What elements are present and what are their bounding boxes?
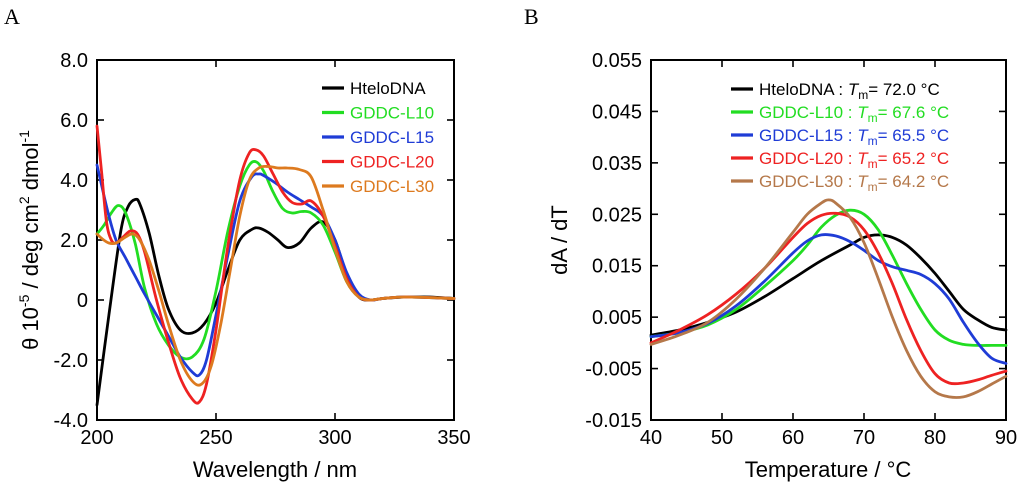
panel-b-series xyxy=(649,198,1008,399)
x-tick-label: 40 xyxy=(640,427,662,449)
y-tick-label: 0.025 xyxy=(592,204,642,226)
panel-b: B 40 50 60 70 80 90 -0.015 -0.005 0.005 0.015 0.02… xyxy=(524,4,1017,482)
y-tick-label: 0 xyxy=(77,290,88,312)
panel-a-label: A xyxy=(4,4,20,29)
legend-entry: HteloDNA : Tm= 72.0 °C xyxy=(759,80,940,102)
x-tick-label: 60 xyxy=(782,427,804,449)
panel-b-plot-frame xyxy=(650,59,1007,421)
x-tick-label: 350 xyxy=(437,427,470,449)
panel-a-legend: HteloDNA GDDC-L10 GDDC-L15 GDDC-L20 GDDC-L30 xyxy=(322,79,434,196)
x-tick-label: 300 xyxy=(318,427,351,449)
series-line-gddc-l10 xyxy=(649,208,1008,347)
y-tick-label: -4.0 xyxy=(54,410,88,432)
x-tick-label: 250 xyxy=(199,427,232,449)
y-tick-label: 0.035 xyxy=(592,153,642,175)
series-line-gddc-l30 xyxy=(95,164,456,387)
panel-a-x-axis-label: Wavelength / nm xyxy=(193,457,357,482)
legend-entry: GDDC-L15 xyxy=(350,128,434,147)
x-tick-label: 70 xyxy=(853,427,875,449)
series-line-gddc-l30 xyxy=(649,198,1008,399)
series-line-gddc-l15 xyxy=(649,233,1008,365)
legend-entry: GDDC-L15 : Tm= 65.5 °C xyxy=(759,126,949,148)
panel-a-ticks: 200 250 300 350 -4.0 -2.0 0 2.0 4.0 6.0 8.0 xyxy=(54,50,471,449)
legend-entry: GDDC-L20 xyxy=(350,153,434,172)
panel-a: A 200 250 300 350 -4.0 -2.0 0 2.0 4.0 6.0 8.0 Htel… xyxy=(4,4,471,482)
x-tick-label: 200 xyxy=(80,427,113,449)
y-tick-label: 0.015 xyxy=(592,256,642,278)
legend-entry: GDDC-L30 : Tm= 64.2 °C xyxy=(759,172,949,194)
panel-b-ticks: 40 50 60 70 80 90 -0.015 -0.005 0.005 0.015 0.025 0… xyxy=(585,50,1017,449)
series-line-gddc-l15 xyxy=(95,163,456,378)
x-tick-label: 50 xyxy=(711,427,733,449)
legend-entry: HteloDNA xyxy=(350,79,426,98)
y-tick-label: 0.005 xyxy=(592,307,642,329)
y-tick-label: -0.005 xyxy=(585,359,642,381)
series-line-htelodna xyxy=(649,233,1008,337)
panel-a-y-axis-label: θ 10-5 / deg cm2 dmol-1 xyxy=(16,130,43,350)
x-tick-label: 80 xyxy=(924,427,946,449)
panel-a-series xyxy=(95,124,456,407)
y-tick-label: 6.0 xyxy=(60,110,88,132)
legend-entry: GDDC-L10 : Tm= 67.6 °C xyxy=(759,103,949,125)
panel-b-y-axis-label: dA / dT xyxy=(547,205,572,275)
series-line-gddc-l20 xyxy=(649,211,1008,386)
legend-entry: GDDC-L30 xyxy=(350,177,434,196)
y-tick-label: 0.045 xyxy=(592,101,642,123)
y-tick-label: 4.0 xyxy=(60,170,88,192)
y-tick-label: -2.0 xyxy=(54,350,88,372)
y-tick-label: 0.055 xyxy=(592,50,642,72)
y-tick-label: 8.0 xyxy=(60,50,88,72)
x-tick-label: 90 xyxy=(995,427,1017,449)
legend-entry: GDDC-L20 : Tm= 65.2 °C xyxy=(759,149,949,171)
panel-b-x-axis-label: Temperature / °C xyxy=(745,457,912,482)
y-tick-label: 2.0 xyxy=(60,230,88,252)
y-tick-label: -0.015 xyxy=(585,410,642,432)
legend-entry: GDDC-L10 xyxy=(350,104,434,123)
panel-b-label: B xyxy=(524,4,539,29)
